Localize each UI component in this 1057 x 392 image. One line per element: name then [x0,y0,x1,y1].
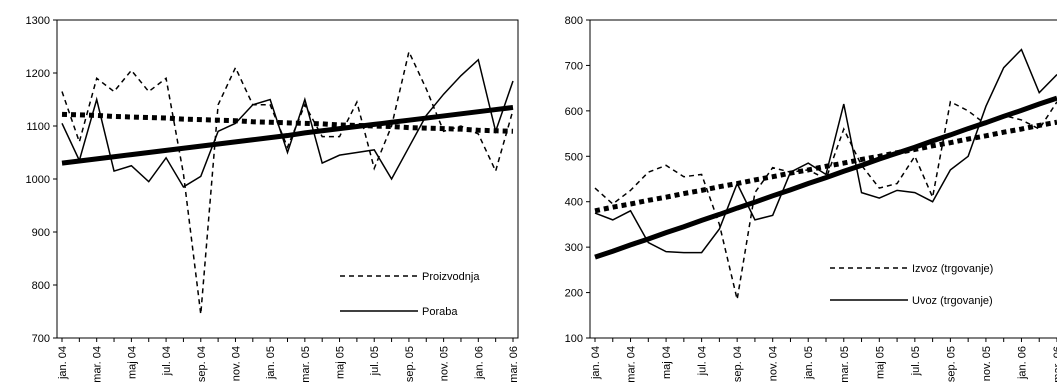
y-tick-label: 700 [565,60,583,72]
x-tick-label: sep. 04 [196,346,208,382]
x-tick-label: nov. 04 [768,346,780,381]
x-tick-label: maj 04 [661,346,673,379]
series-line [61,58,514,188]
x-tick-label: jan. 06 [473,346,485,380]
y-tick-label: 1100 [26,121,50,133]
x-tick-label: jul. 05 [910,346,922,376]
series-line [61,49,514,315]
x-tick-label: nov. 05 [981,346,993,381]
y-tick-label: 800 [565,15,583,27]
y-tick-label: 500 [565,151,583,163]
x-tick-label: nov. 04 [230,346,242,381]
x-tick-label: maj 05 [335,346,347,379]
series-line [594,95,1057,260]
x-tick-label: jan. 04 [57,346,69,380]
y-tick-label: 100 [565,333,583,345]
x-tick-label: mar. 06 [508,346,520,383]
plot-frame [56,19,519,339]
x-tick-label: jan. 05 [265,346,277,380]
legend-label: Uvoz (trgovanje) [912,295,993,307]
series-line [61,104,514,166]
x-tick-label: sep. 05 [945,346,957,382]
series-line [61,111,514,134]
series-line [594,48,1057,254]
y-tick-label: 300 [565,242,583,254]
x-tick-label: mar. 05 [839,346,851,383]
x-tick-label: jul. 04 [697,346,709,376]
x-tick-label: jan. 05 [803,346,815,380]
x-tick-label: nov. 05 [439,346,451,381]
x-tick-label: mar. 04 [92,346,104,383]
y-tick-label: 1200 [26,68,50,80]
x-tick-label: maj 04 [126,346,138,379]
y-tick-label: 200 [565,288,583,300]
y-tick-label: 700 [32,333,50,345]
legend-label: Proizvodnja [422,271,480,283]
legend-label: Poraba [422,306,458,318]
y-tick-label: 600 [565,106,583,118]
x-tick-label: jan. 06 [1016,346,1028,380]
x-tick-label: jul. 05 [369,346,381,376]
x-tick-label: sep. 05 [404,346,416,382]
x-tick-label: mar. 06 [1052,346,1057,383]
x-tick-label: jan. 04 [590,346,602,380]
y-tick-label: 800 [32,280,50,292]
y-tick-label: 1000 [26,174,50,186]
y-tick-label: 1300 [26,15,50,27]
y-tick-label: 900 [32,227,50,239]
legend-label: Izvoz (trgovanje) [912,263,993,275]
x-tick-label: jul. 04 [161,346,173,376]
series-line [594,119,1057,214]
y-tick-label: 400 [565,197,583,209]
x-tick-label: mar. 04 [626,346,638,383]
x-tick-label: mar. 05 [300,346,312,383]
x-tick-label: sep. 04 [732,346,744,382]
x-tick-label: maj 05 [874,346,886,379]
